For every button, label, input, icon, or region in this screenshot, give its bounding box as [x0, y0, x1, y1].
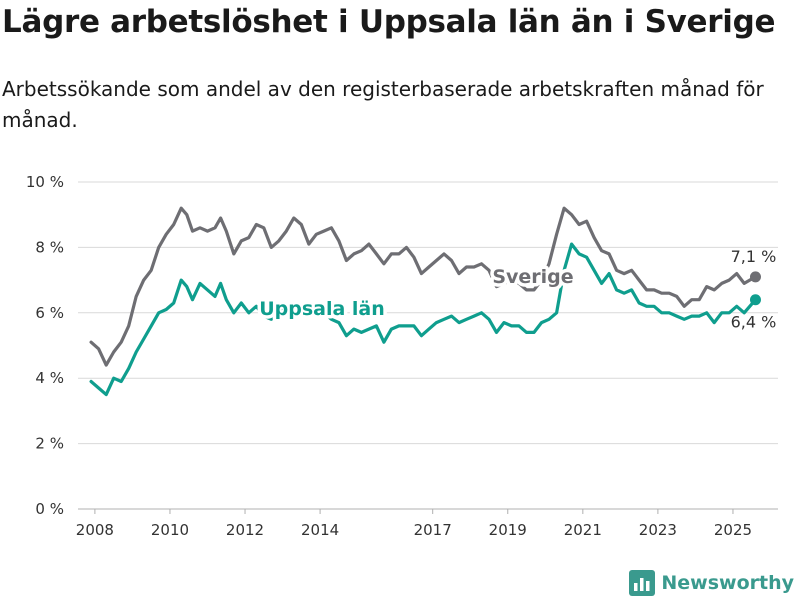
y-tick-label: 8 % [35, 238, 64, 256]
y-tick-label: 4 % [35, 369, 64, 387]
x-tick-label: 2023 [639, 521, 677, 539]
chart-title: Lägre arbetslöshet i Uppsala län än i Sv… [2, 4, 776, 40]
series-name-label-uppsala: Uppsala län [259, 298, 385, 320]
end-point-sverige [749, 271, 761, 283]
series-name-halo: Sverige [492, 266, 573, 288]
x-tick-label: 2021 [564, 521, 602, 539]
x-tick-label: 2010 [151, 521, 189, 539]
grid-lines [78, 181, 778, 510]
x-tick-label: 2019 [489, 521, 527, 539]
y-tick-label: 10 % [26, 173, 64, 191]
x-tick-labels: 2008 2010 2012 2014 2017 2019 2021 2023 2025 [76, 509, 752, 539]
y-tick-labels: 0 % 2 % 4 % 6 % 8 % 10 % [26, 173, 64, 518]
y-tick-label: 0 % [35, 500, 64, 518]
chart-subtitle: Arbetssökande som andel av den registerb… [2, 77, 764, 132]
x-tick-label: 2008 [76, 521, 114, 539]
x-tick-label: 2014 [301, 521, 339, 539]
newsworthy-icon [629, 570, 656, 596]
end-value-label-uppsala: 6,4 % [731, 313, 777, 332]
x-tick-label: 2025 [714, 521, 752, 539]
y-tick-label: 6 % [35, 304, 64, 322]
x-tick-label: 2012 [226, 521, 264, 539]
series-lines [89, 206, 761, 397]
end-point-uppsala [749, 294, 761, 306]
series-line-uppsala [89, 242, 758, 397]
series-name-label-sverige: Sverige [492, 266, 573, 288]
end-value-label-sverige: 7,1 % [731, 247, 777, 266]
series-line-sverige [89, 206, 758, 367]
series-name-halo: Uppsala län [259, 298, 385, 320]
newsworthy-logo: Newsworthy [629, 570, 794, 596]
x-tick-label: 2017 [414, 521, 452, 539]
brand-name: Newsworthy [661, 572, 794, 594]
y-tick-label: 2 % [35, 435, 64, 453]
